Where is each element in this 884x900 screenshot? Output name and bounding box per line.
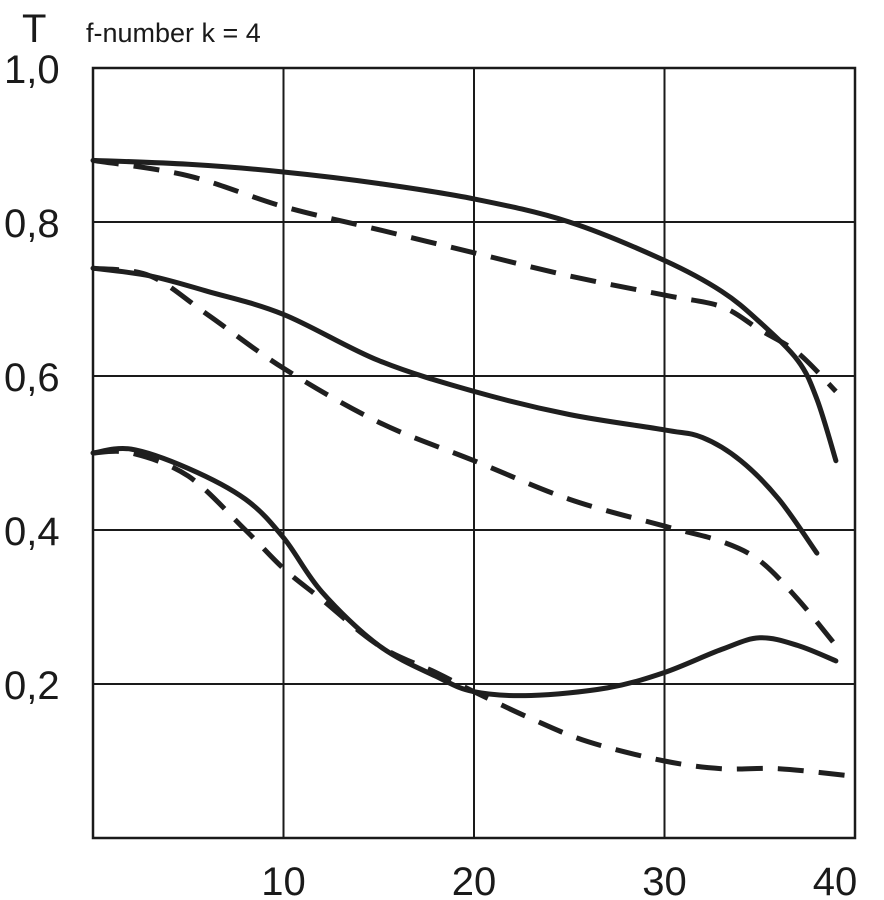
plot-frame: [91, 66, 857, 840]
x-tick-label: 30: [642, 860, 687, 900]
chart-title: f-number k = 4: [86, 18, 261, 48]
grid: [93, 68, 855, 838]
series-line-5-solid: [90, 446, 839, 699]
series-line-6-dashed: [92, 448, 856, 779]
y-tick-label: 0,6: [4, 356, 60, 400]
series-line-2-dashed: [92, 157, 838, 394]
y-tick-label: 0,8: [4, 202, 60, 246]
y-axis-label: T: [22, 7, 46, 51]
x-tick-label: 40: [813, 860, 858, 900]
x-tick-label: 20: [452, 860, 497, 900]
series-group: [90, 157, 856, 779]
series-line-3-solid: [90, 265, 820, 556]
series-line-4-dashed: [92, 265, 838, 648]
y-tick-label: 1,0: [4, 48, 60, 92]
tick-labels: 10 20 30 40 0,2 0,4 0,6 0,8 1,0: [4, 48, 857, 900]
x-tick-label: 10: [261, 860, 306, 900]
series-line-1-solid: [90, 157, 839, 464]
y-tick-label: 0,4: [4, 510, 60, 554]
y-tick-label: 0,2: [4, 664, 60, 708]
